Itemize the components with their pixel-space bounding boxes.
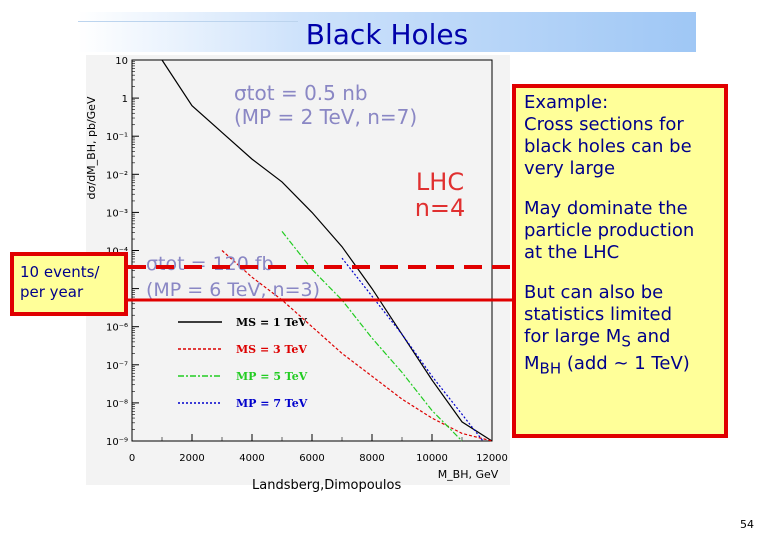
top-params-annotation: (MP = 2 TeV, n=7) — [234, 105, 417, 129]
series-line-1 — [161, 59, 493, 442]
callout-text: for large M — [524, 326, 622, 347]
y-tick-label: 10⁻³ — [106, 208, 128, 219]
legend-label-3: MP = 5 TeV — [236, 370, 308, 383]
callout-text: But can also be — [524, 282, 664, 303]
mid-sigma-annotation: σtot = 120 fb — [146, 253, 274, 275]
legend: MS = 1 TeV MS = 3 TeV MP = 5 TeV MP = 7 TeV — [178, 316, 308, 410]
y-axis-label: dσ/dM_BH, pb/GeV — [85, 96, 98, 199]
callout-text: black holes can be — [524, 136, 692, 157]
lhc-annotation: LHC — [416, 168, 464, 196]
callout-text: statistics limited — [524, 304, 673, 325]
legend-label-4: MP = 7 TeV — [236, 397, 308, 410]
callout-subscript: S — [621, 332, 631, 351]
legend-label-2: MS = 3 TeV — [236, 343, 307, 356]
y-tick-label: 10⁻⁷ — [106, 361, 128, 372]
callout-text: Cross sections for — [524, 114, 684, 135]
slide-title: Black Holes — [305, 18, 469, 51]
x-tick-label: 4000 — [239, 453, 264, 464]
callout-text: M — [524, 352, 540, 374]
example-callout: Example: Cross sections for black holes … — [512, 84, 728, 438]
callout-subscript: BH — [539, 359, 562, 378]
callout-text: Example: — [524, 92, 609, 113]
mid-params-annotation: (MP = 6 TeV, n=3) — [146, 279, 320, 301]
events-line1: 10 events/ — [20, 263, 100, 281]
series-line-3 — [281, 231, 463, 442]
callout-text: very large — [524, 158, 616, 179]
series-line-4 — [341, 257, 484, 442]
callout-paragraph-1: Example: Cross sections for black holes … — [524, 92, 716, 180]
y-tick-label: 1 — [122, 94, 128, 105]
callout-text: at the LHC — [524, 242, 620, 263]
ten-events-box: 10 events/ per year — [10, 252, 128, 316]
y-tick-label: 10 — [115, 56, 128, 67]
callout-paragraph-3: But can also be statistics limited for l… — [524, 282, 716, 379]
series-lines — [161, 59, 493, 442]
top-sigma-annotation: σtot = 0.5 nb — [234, 81, 368, 105]
callout-text: particle production — [524, 220, 695, 241]
y-tick-label: 10⁻¹ — [106, 132, 128, 143]
callout-text: (add ~ 1 TeV) — [561, 352, 690, 374]
callout-text: May dominate the — [524, 198, 688, 219]
x-ticks: 0 2000 4000 6000 8000 10000 12000 — [129, 434, 508, 464]
y-tick-label: 10⁻⁸ — [106, 399, 128, 410]
reference-credit: Landsberg,Dimopoulos — [252, 478, 402, 493]
callout-paragraph-2: May dominate the particle production at … — [524, 198, 716, 264]
events-line2: per year — [20, 283, 84, 301]
y-tick-label: 10⁻⁶ — [106, 323, 128, 334]
x-tick-label: 2000 — [179, 453, 204, 464]
y-tick-label: 10⁻² — [106, 170, 128, 181]
x-axis-label: M_BH, GeV — [438, 468, 499, 481]
x-tick-label: 0 — [129, 453, 135, 464]
x-tick-label: 10000 — [416, 453, 448, 464]
n4-annotation: n=4 — [415, 194, 466, 222]
x-tick-label: 6000 — [299, 453, 324, 464]
page-number: 54 — [740, 518, 754, 531]
x-tick-label: 8000 — [359, 453, 384, 464]
legend-label-1: MS = 1 TeV — [236, 316, 307, 329]
y-tick-label: 10⁻⁹ — [106, 437, 128, 448]
plot-background — [86, 55, 510, 485]
title-bar: Black Holes — [78, 12, 696, 52]
x-tick-label: 12000 — [476, 453, 508, 464]
callout-text: and — [630, 326, 671, 347]
